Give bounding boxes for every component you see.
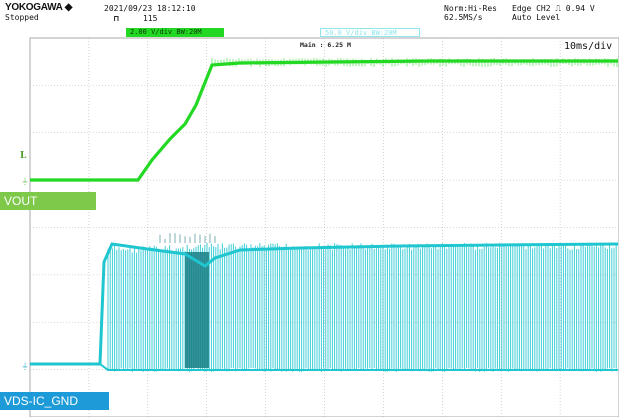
vds-label: VDS-IC_GND <box>4 394 79 408</box>
acq-icon: ⊓ <box>114 14 119 23</box>
ch3-scale-box[interactable]: 50.0 V/div BW:20M <box>320 28 420 37</box>
vds-spikes <box>159 233 216 243</box>
acq-count: 115 <box>143 14 158 23</box>
run-state: Stopped <box>5 13 39 22</box>
ch2-scale-label: 2.00 V/div BW:20M <box>130 28 202 36</box>
trigger-level-marker: L <box>20 151 27 161</box>
vout-label: VOUT <box>4 194 38 208</box>
vout-noise <box>211 58 618 67</box>
vout-waveform <box>30 59 618 182</box>
vds-trace <box>30 233 619 372</box>
vds-dense-region <box>185 252 209 368</box>
acq-mode: Norm:Hi-Res <box>444 4 497 13</box>
ch2-scale-box[interactable]: 2.00 V/div BW:20M <box>126 28 224 37</box>
sample-rate: 62.5MS/s <box>444 13 483 22</box>
vds-envelope-top <box>30 242 619 366</box>
trigger-setting: Edge CH2 ⎍ 0.94 V <box>512 4 595 13</box>
ch2-ground-marker: ⏚ <box>21 177 29 186</box>
timebase-label: 10ms/div <box>564 41 612 52</box>
vds-switching-burst <box>107 243 617 372</box>
ch3-ground-marker: ⏚ <box>21 362 29 371</box>
datetime: 2021/09/23 18:12:10 <box>104 4 196 13</box>
trigger-mode: Auto Level <box>512 13 561 22</box>
vout-trace <box>30 58 618 182</box>
ch3-scale-label: 50.0 V/div BW:20M <box>325 29 397 37</box>
vout-label-tag: VOUT <box>0 192 96 210</box>
main-record-length: Main : 6.25 M <box>300 41 351 49</box>
brand-logo: YOKOGAWA ◆ <box>5 2 73 13</box>
vds-envelope-bottom <box>30 363 618 371</box>
vds-label-tag: VDS-IC_GND <box>0 392 109 410</box>
